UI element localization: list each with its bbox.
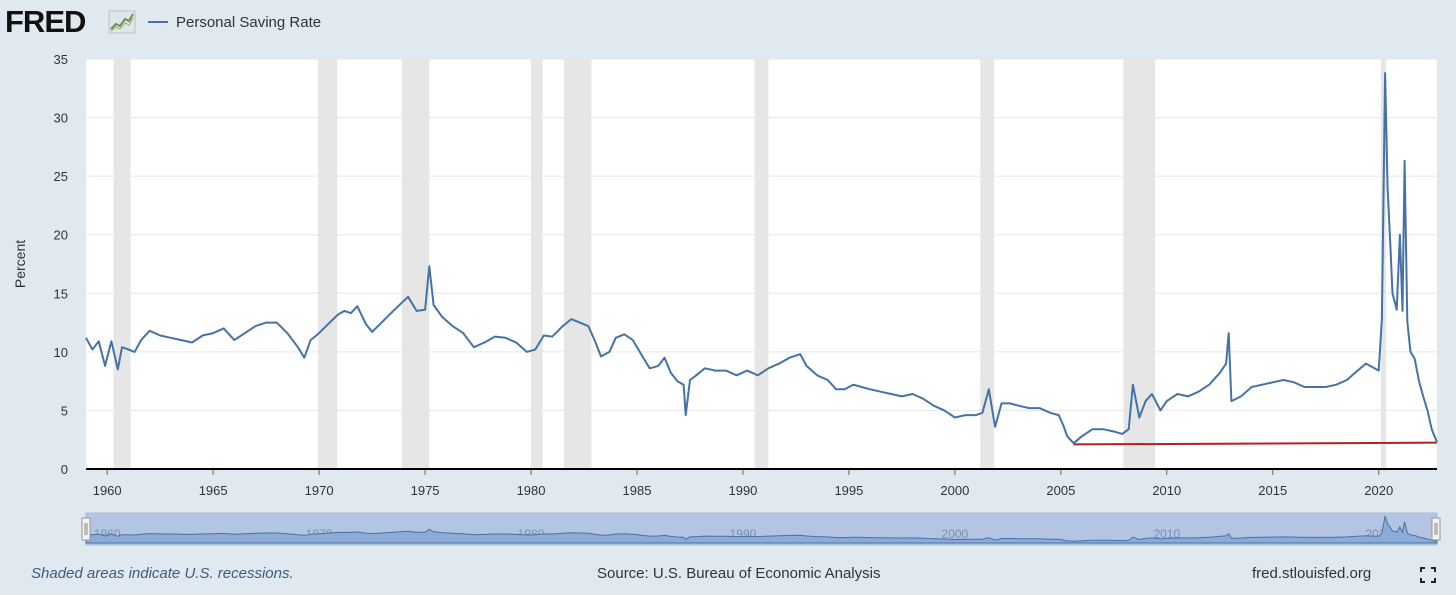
y-tick-label: 5 xyxy=(61,403,68,418)
series-line-personal-saving-rate xyxy=(85,72,1438,445)
y-tick-label: 30 xyxy=(54,111,68,126)
navigator-handle-right[interactable] xyxy=(1431,517,1441,541)
y-tick-label: 35 xyxy=(54,52,68,67)
x-tick-label: 1995 xyxy=(834,483,863,498)
recession-note: Shaded areas indicate U.S. recessions. xyxy=(31,565,294,582)
navigator-label: 2000 xyxy=(942,527,969,541)
navigator-label: 2010 xyxy=(1153,527,1180,541)
x-tick-label: 1960 xyxy=(93,483,122,498)
y-tick-label: 25 xyxy=(54,169,68,184)
chart-line-icon xyxy=(108,10,136,34)
x-axis-ticks: 1960 1965 1970 1975 1980 1985 1990 1995 2000 2005… xyxy=(93,469,1393,498)
y-tick-label: 15 xyxy=(54,286,68,301)
x-tick-label: 1975 xyxy=(411,483,440,498)
legend-series-label: Personal Saving Rate xyxy=(176,13,322,31)
x-tick-label: 1970 xyxy=(305,483,334,498)
navigator-handle-left[interactable] xyxy=(81,517,91,541)
x-tick-label: 2005 xyxy=(1046,483,1075,498)
fullscreen-icon[interactable] xyxy=(1420,567,1436,583)
y-axis-label: Percent xyxy=(12,240,28,288)
reference-line xyxy=(1073,441,1438,446)
x-tick-label: 1980 xyxy=(517,483,546,498)
x-tick-label: 2000 xyxy=(940,483,969,498)
gridlines xyxy=(86,58,1437,411)
site-link[interactable]: fred.stlouisfed.org xyxy=(1252,565,1372,582)
y-tick-label: 0 xyxy=(61,462,68,477)
recession-band xyxy=(113,59,131,469)
source-text: Source: U.S. Bureau of Economic Analysis xyxy=(597,565,881,582)
fred-logo[interactable]: FRED xyxy=(5,4,86,39)
range-navigator[interactable]: 1960197019801990200020102020 xyxy=(81,512,1441,546)
recession-band xyxy=(563,59,592,469)
x-tick-label: 2020 xyxy=(1364,483,1393,498)
recession-band xyxy=(318,59,338,469)
recession-band xyxy=(980,59,995,469)
recession-band xyxy=(401,59,430,469)
x-tick-label: 2015 xyxy=(1258,483,1287,498)
recession-band xyxy=(531,59,543,469)
y-axis-ticks: 0 5 10 15 20 25 30 35 xyxy=(54,52,68,477)
x-tick-label: 1965 xyxy=(199,483,228,498)
legend-swatch xyxy=(148,21,168,23)
y-tick-label: 20 xyxy=(54,228,68,243)
y-tick-label: 10 xyxy=(54,345,68,360)
chart-legend[interactable]: Personal Saving Rate xyxy=(148,10,321,34)
x-tick-label: 2010 xyxy=(1152,483,1181,498)
navigator-series xyxy=(85,515,1438,544)
x-tick-label: 1990 xyxy=(728,483,757,498)
recession-band xyxy=(1123,59,1156,469)
recession-bands xyxy=(113,59,1387,469)
x-tick-label: 1985 xyxy=(623,483,652,498)
recession-band xyxy=(754,59,769,469)
